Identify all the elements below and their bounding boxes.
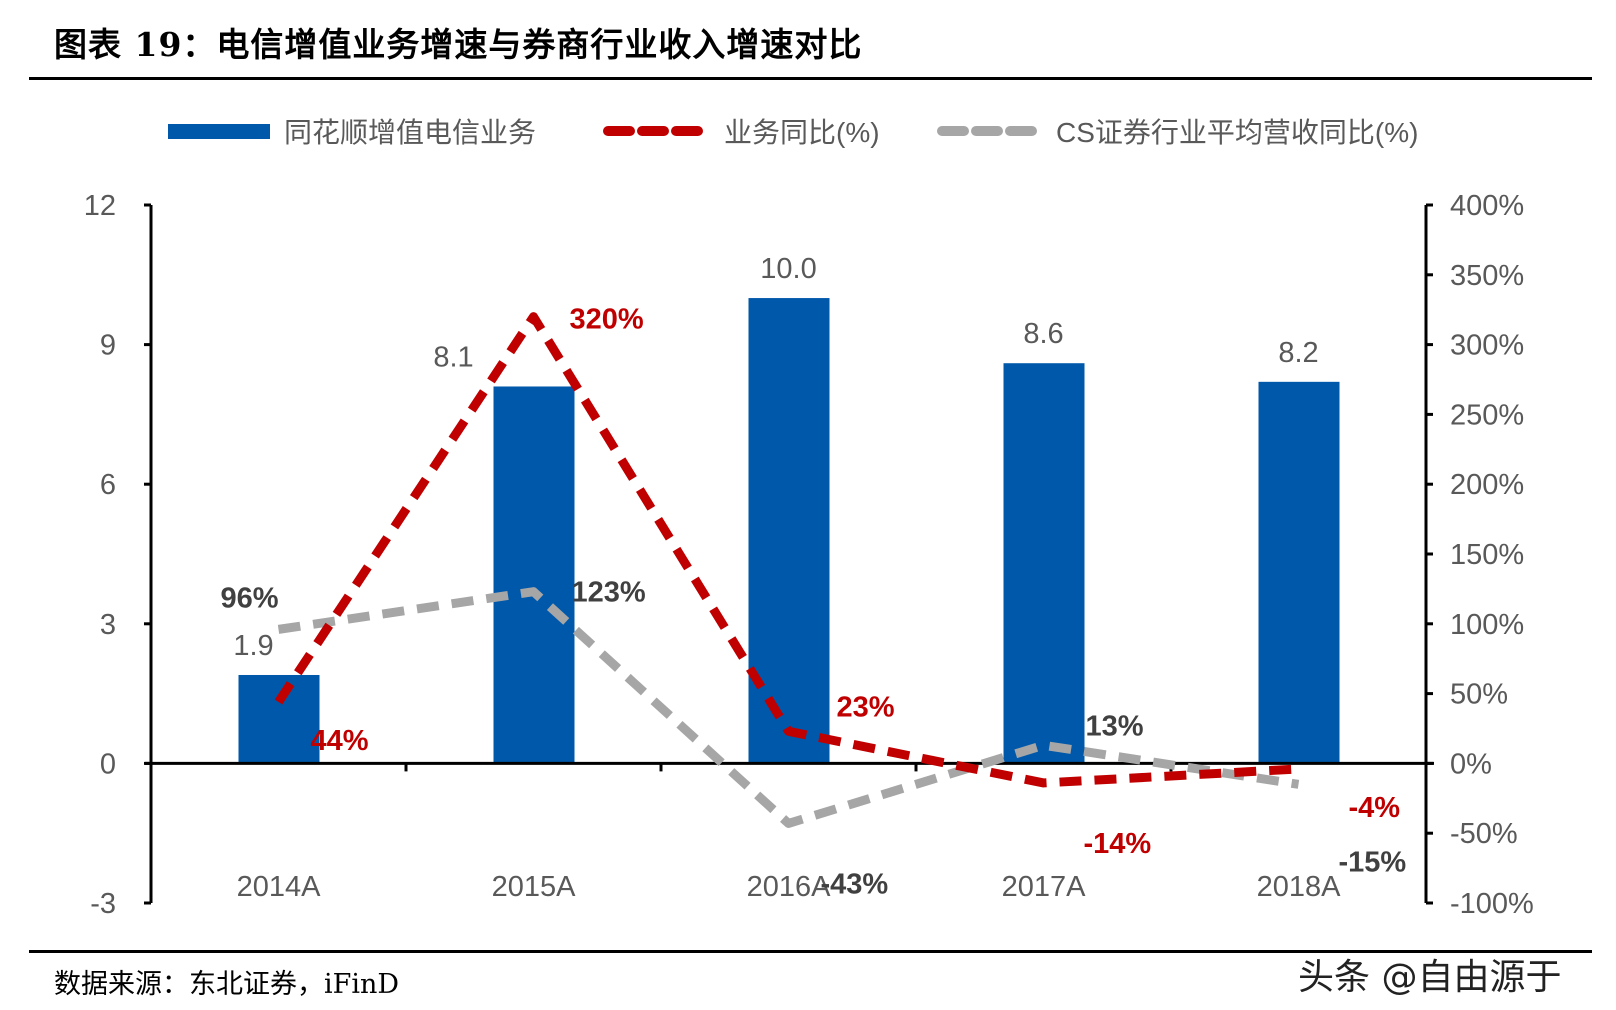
- left-tick-label: 0: [100, 748, 116, 780]
- right-tick-label: -100%: [1450, 888, 1534, 920]
- figure-title: 图表 19：电信增值业务增速与券商行业收入增速对比: [54, 25, 863, 64]
- category-label: 2016A: [747, 871, 832, 903]
- left-tick-label: -3: [90, 888, 116, 920]
- bar-value-label: 1.9: [233, 630, 273, 662]
- right-tick-label: 400%: [1450, 190, 1524, 222]
- legend-label-gray: CS证券行业平均营收同比(%): [1056, 117, 1418, 148]
- source-note: 数据来源：东北证券，iFinD: [54, 969, 400, 1000]
- right-tick-label: 50%: [1450, 679, 1508, 711]
- cs-industry-yoy-data-label: 123%: [572, 577, 646, 609]
- bar: [1258, 381, 1340, 764]
- business-yoy-data-label: 44%: [311, 725, 369, 757]
- bar: [748, 298, 830, 764]
- business-yoy-data-label: 320%: [570, 304, 644, 336]
- bar: [493, 386, 575, 764]
- business-yoy-line: [274, 312, 1299, 788]
- category-label: 2017A: [1002, 871, 1087, 903]
- right-tick-label: 300%: [1450, 330, 1524, 362]
- category-label: 2015A: [492, 871, 577, 903]
- legend-label-bar: 同花顺增值电信业务: [284, 117, 536, 148]
- footer-rule: [29, 950, 1592, 953]
- right-tick-label: 100%: [1450, 609, 1524, 641]
- left-tick-label: 6: [100, 469, 116, 501]
- bar-value-label: 8.6: [1023, 318, 1063, 350]
- cs-industry-yoy-data-label: -43%: [821, 868, 889, 900]
- cs-industry-yoy-data-label: -15%: [1339, 846, 1407, 878]
- bar-value-label: 10.0: [760, 253, 816, 285]
- title-rule: [29, 77, 1592, 80]
- bar-value-label: 8.2: [1278, 337, 1318, 369]
- right-tick-label: 150%: [1450, 539, 1524, 571]
- left-tick-label: 12: [84, 190, 116, 222]
- legend-label-red: 业务同比(%): [724, 117, 880, 148]
- business-yoy-data-label: 23%: [837, 691, 895, 723]
- category-label: 2014A: [237, 871, 322, 903]
- watermark: 头条 @自由源于: [1298, 957, 1562, 998]
- cs-industry-yoy-data-label: 96%: [221, 582, 279, 614]
- bar-value-label: 8.1: [433, 341, 473, 373]
- right-tick-label: 350%: [1450, 260, 1524, 292]
- cs-industry-yoy-data-label: 13%: [1086, 710, 1144, 742]
- right-tick-label: -50%: [1450, 818, 1518, 850]
- bar: [238, 674, 320, 764]
- category-label: 2018A: [1257, 871, 1342, 903]
- right-tick-label: 200%: [1450, 469, 1524, 501]
- left-tick-label: 9: [100, 330, 116, 362]
- bar: [1003, 363, 1085, 764]
- business-yoy-data-label: -14%: [1084, 828, 1152, 860]
- right-tick-label: 250%: [1450, 399, 1524, 431]
- right-tick-label: 0%: [1450, 748, 1492, 780]
- legend-swatch-bar: [168, 124, 270, 139]
- cs-industry-yoy-line: [277, 587, 1300, 828]
- business-yoy-data-label: -4%: [1349, 792, 1401, 824]
- left-tick-label: 3: [100, 609, 116, 641]
